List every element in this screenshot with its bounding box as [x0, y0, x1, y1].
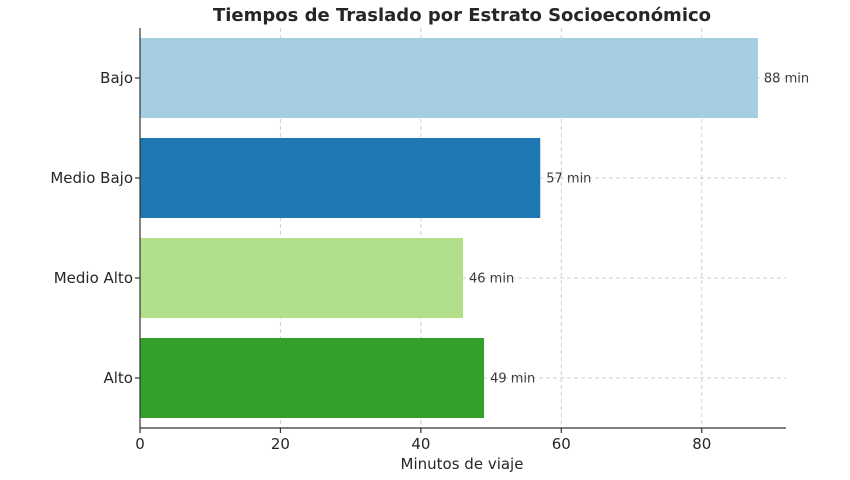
chart-title: Tiempos de Traslado por Estrato Socioeco… [213, 5, 711, 26]
x-axis-title: Minutos de viaje [401, 455, 524, 473]
category-label-medio-alto: Medio Alto [54, 269, 133, 287]
value-label-medio-bajo: 57 min [546, 172, 591, 187]
bar-medio-bajo [140, 138, 541, 218]
value-label-medio-alto: 46 min [469, 272, 514, 287]
bar-medio-alto [140, 238, 463, 318]
category-label-alto: Alto [104, 369, 134, 387]
x-tick-label-20: 20 [271, 435, 290, 453]
value-label-bajo: 88 min [764, 72, 809, 87]
value-label-alto: 49 min [490, 372, 535, 387]
x-tick-label-60: 60 [552, 435, 571, 453]
x-tick-label-0: 0 [135, 435, 145, 453]
value-labels: 88 min 57 min 46 min 49 min [469, 72, 809, 387]
bar-alto [140, 338, 485, 418]
category-label-bajo: Bajo [100, 69, 133, 87]
x-tick-label-40: 40 [411, 435, 430, 453]
bar-bajo [140, 38, 758, 118]
x-tick-label-80: 80 [692, 435, 711, 453]
x-axis-ticks: 0 20 40 60 80 [135, 428, 711, 453]
category-label-medio-bajo: Medio Bajo [50, 169, 133, 187]
category-labels: Bajo Medio Bajo Medio Alto Alto [50, 69, 140, 387]
bars [140, 38, 758, 418]
